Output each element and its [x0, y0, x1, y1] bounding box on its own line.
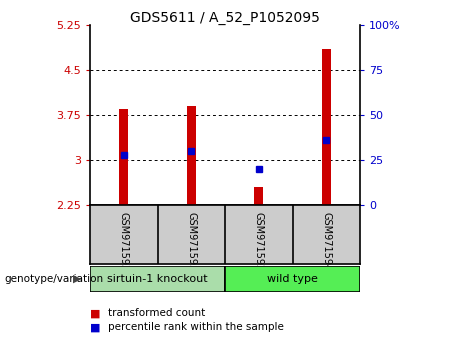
Bar — [90, 266, 225, 292]
Text: wild type: wild type — [267, 274, 318, 284]
Bar — [187, 106, 196, 205]
Bar — [254, 187, 263, 205]
Text: GDS5611 / A_52_P1052095: GDS5611 / A_52_P1052095 — [130, 11, 320, 25]
Text: GSM971593: GSM971593 — [119, 212, 129, 272]
Text: sirtuin-1 knockout: sirtuin-1 knockout — [107, 274, 208, 284]
Text: ▶: ▶ — [72, 274, 81, 284]
Bar — [119, 109, 128, 205]
Text: transformed count: transformed count — [108, 308, 205, 318]
Text: genotype/variation: genotype/variation — [4, 274, 104, 284]
Text: ■: ■ — [90, 322, 100, 332]
Text: ■: ■ — [90, 308, 100, 318]
Text: GSM971595: GSM971595 — [186, 212, 196, 272]
Bar — [225, 266, 360, 292]
Text: GSM971592: GSM971592 — [254, 212, 264, 272]
Text: percentile rank within the sample: percentile rank within the sample — [108, 322, 284, 332]
Bar — [322, 49, 331, 205]
Text: GSM971594: GSM971594 — [321, 212, 331, 272]
